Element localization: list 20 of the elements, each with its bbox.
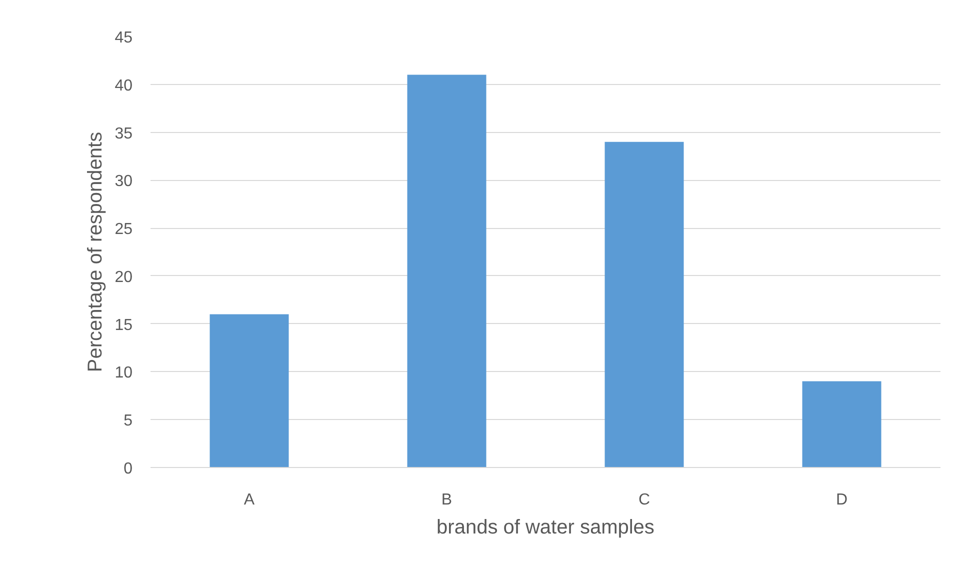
x-tick-label: C bbox=[638, 492, 650, 508]
y-tick-label: 15 bbox=[114, 316, 133, 334]
y-tick-label: 0 bbox=[124, 460, 133, 478]
x-tick-label: B bbox=[441, 492, 452, 508]
y-tick-label: 30 bbox=[114, 173, 133, 190]
x-tick-label: D bbox=[836, 492, 848, 508]
x-axis-title: brands of water samples bbox=[436, 516, 654, 538]
y-tick-label: 45 bbox=[114, 30, 133, 46]
y-tick-label: 10 bbox=[114, 364, 133, 382]
bar bbox=[210, 314, 289, 468]
bar bbox=[802, 381, 882, 468]
y-tick-label: 5 bbox=[124, 412, 133, 430]
bar bbox=[604, 142, 684, 468]
y-tick-label: 35 bbox=[114, 125, 133, 142]
y-axis-title: Percentage of respondents bbox=[84, 132, 107, 372]
x-tick-label: A bbox=[244, 492, 255, 508]
y-tick-label: 25 bbox=[114, 221, 133, 238]
bar bbox=[407, 74, 486, 468]
y-tick-label: 40 bbox=[114, 77, 133, 94]
y-tick-label: 20 bbox=[114, 268, 133, 286]
